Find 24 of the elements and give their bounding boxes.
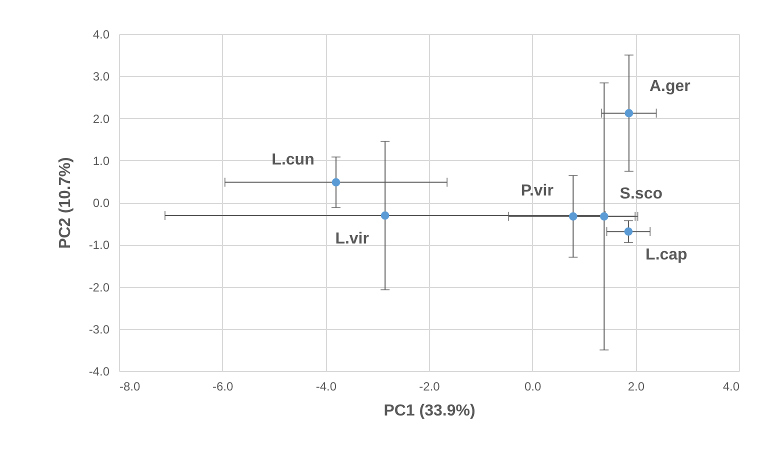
- x-tick-label: -6.0: [212, 380, 234, 394]
- x-tick-label: -4.0: [316, 380, 337, 394]
- annotation: S.sco: [620, 185, 663, 202]
- y-tick-label: -3.0: [88, 322, 110, 336]
- y-tick-label: 4.0: [92, 28, 110, 42]
- y-tick-label: 3.0: [92, 70, 110, 84]
- y-tick-label: 2.0: [92, 112, 110, 126]
- x-axis-title: PC1 (33.9%): [384, 402, 476, 420]
- x-tick-label: -8.0: [120, 380, 141, 394]
- y-tick-label: 0.0: [92, 196, 110, 210]
- annotation: L.vir: [335, 230, 369, 248]
- y-axis-title: PC2 (10.7%): [56, 157, 74, 249]
- annotation: A.ger: [649, 78, 690, 96]
- annotation: L.cap: [646, 246, 688, 264]
- x-tick-label: 4.0: [722, 380, 740, 394]
- annotation: L.cun: [272, 151, 314, 168]
- x-tick-label: -2.0: [419, 380, 440, 394]
- y-tick-label: -4.0: [88, 364, 110, 378]
- annotation: P.vir: [520, 182, 554, 200]
- x-tick-label: 0.0: [524, 380, 542, 394]
- y-tick-label: 1.0: [92, 154, 110, 168]
- x-tick-label: 2.0: [628, 380, 645, 394]
- y-tick-label: -2.0: [88, 280, 110, 294]
- y-tick-label: -1.0: [88, 238, 110, 252]
